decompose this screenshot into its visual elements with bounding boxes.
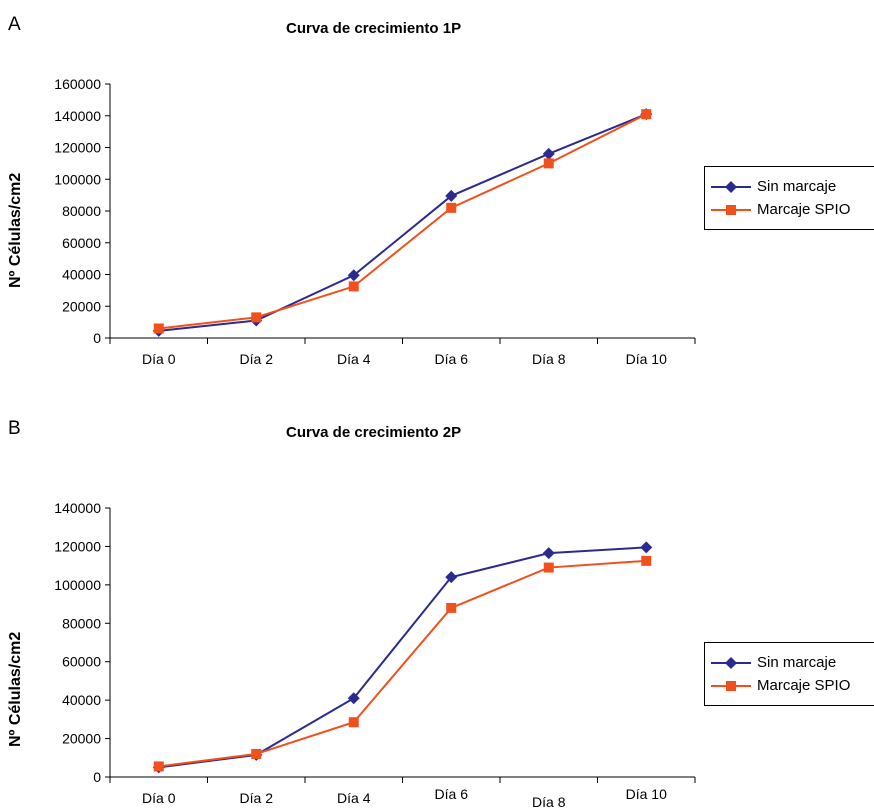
y-tick-label: 80000 — [62, 615, 101, 631]
legend-swatch-diamond-icon — [711, 181, 751, 193]
x-tick-label: Día 10 — [626, 351, 667, 367]
x-tick-label: Día 0 — [142, 790, 176, 806]
data-point-diamond — [347, 269, 360, 282]
y-tick-label: 20000 — [62, 731, 101, 747]
y-tick-label: 120000 — [54, 140, 101, 156]
data-point-square — [446, 602, 457, 613]
data-point-square — [153, 323, 164, 334]
data-point-diamond — [347, 692, 360, 705]
legend-swatch-square-icon — [711, 681, 751, 691]
chart-panel-a: A Curva de crecimiento 1P Nº Células/cm2… — [7, 14, 874, 367]
data-point-diamond — [445, 189, 458, 202]
x-tick-label: Día 4 — [337, 351, 371, 367]
legend-label: Marcaje SPIO — [757, 677, 851, 694]
y-tick-label: 120000 — [54, 538, 101, 554]
data-point-diamond — [640, 541, 653, 554]
chart-title: Curva de crecimiento 1P — [286, 20, 462, 37]
y-tick-label: 140000 — [54, 500, 101, 516]
y-tick-label: 0 — [93, 330, 101, 346]
data-point-square — [641, 555, 652, 566]
legend-item-marcaje-spio: Marcaje SPIO — [705, 200, 874, 220]
series-line — [158, 546, 647, 769]
chart-title: Curva de crecimiento 2P — [286, 424, 462, 441]
y-tick-label: 40000 — [62, 692, 101, 708]
plot-area: 0 20000 40000 60000 80000 100000 120000 140000 D… — [54, 500, 696, 808]
x-tick-label: Día 8 — [532, 351, 566, 367]
data-point-square — [251, 312, 262, 323]
y-tick-label: 100000 — [54, 577, 101, 593]
y-tick-label: 60000 — [62, 235, 101, 251]
y-tick-label: 0 — [93, 769, 101, 785]
data-point-square — [543, 562, 554, 573]
legend-item-marcaje-spio: Marcaje SPIO — [705, 676, 874, 696]
panel-letter: B — [8, 418, 21, 439]
plot-area: 0 20000 40000 60000 80000 100000 120000 140000 1… — [54, 76, 696, 367]
y-tick-label: 140000 — [54, 108, 101, 124]
series-line — [158, 113, 647, 332]
legend-label: Sin marcaje — [757, 178, 837, 195]
data-point-diamond — [542, 147, 555, 160]
legend-swatch-diamond-icon — [711, 657, 751, 669]
legend-label: Sin marcaje — [757, 654, 837, 671]
x-tick-label: Día 10 — [626, 786, 667, 802]
data-point-square — [641, 109, 652, 120]
y-tick-label: 20000 — [62, 298, 101, 314]
data-point-square — [348, 281, 359, 292]
data-point-square — [543, 158, 554, 169]
x-tick-label: Día 6 — [435, 786, 469, 802]
y-tick-label: 160000 — [54, 76, 101, 92]
legend: Sin marcaje Marcaje SPIO — [704, 166, 874, 230]
data-point-diamond — [445, 571, 458, 584]
x-tick-label: Día 0 — [142, 351, 176, 367]
data-point-square — [348, 717, 359, 728]
legend: Sin marcaje Marcaje SPIO — [704, 642, 874, 706]
series-line — [158, 113, 647, 330]
data-point-square — [446, 202, 457, 213]
panel-letter: A — [8, 14, 21, 35]
x-tick-label: Día 2 — [240, 790, 274, 806]
y-tick-label: 100000 — [54, 171, 101, 187]
legend-item-sin-marcaje: Sin marcaje — [705, 653, 874, 673]
y-tick-label: 40000 — [62, 267, 101, 283]
series-line — [158, 559, 647, 768]
data-point-diamond — [542, 547, 555, 560]
y-tick-label: 60000 — [62, 654, 101, 670]
y-tick-label: 80000 — [62, 203, 101, 219]
legend-swatch-square-icon — [711, 205, 751, 215]
chart-panel-b: B Curva de crecimiento 2P Nº Células/cm2… — [0, 404, 874, 808]
x-tick-label: Día 8 — [532, 794, 566, 808]
x-tick-label: Día 4 — [337, 790, 371, 806]
x-tick-label: Día 2 — [240, 351, 274, 367]
data-point-square — [251, 748, 262, 759]
legend-label: Marcaje SPIO — [757, 201, 851, 218]
legend-item-sin-marcaje: Sin marcaje — [705, 177, 874, 197]
data-point-square — [153, 761, 164, 772]
x-tick-label: Día 6 — [435, 351, 469, 367]
